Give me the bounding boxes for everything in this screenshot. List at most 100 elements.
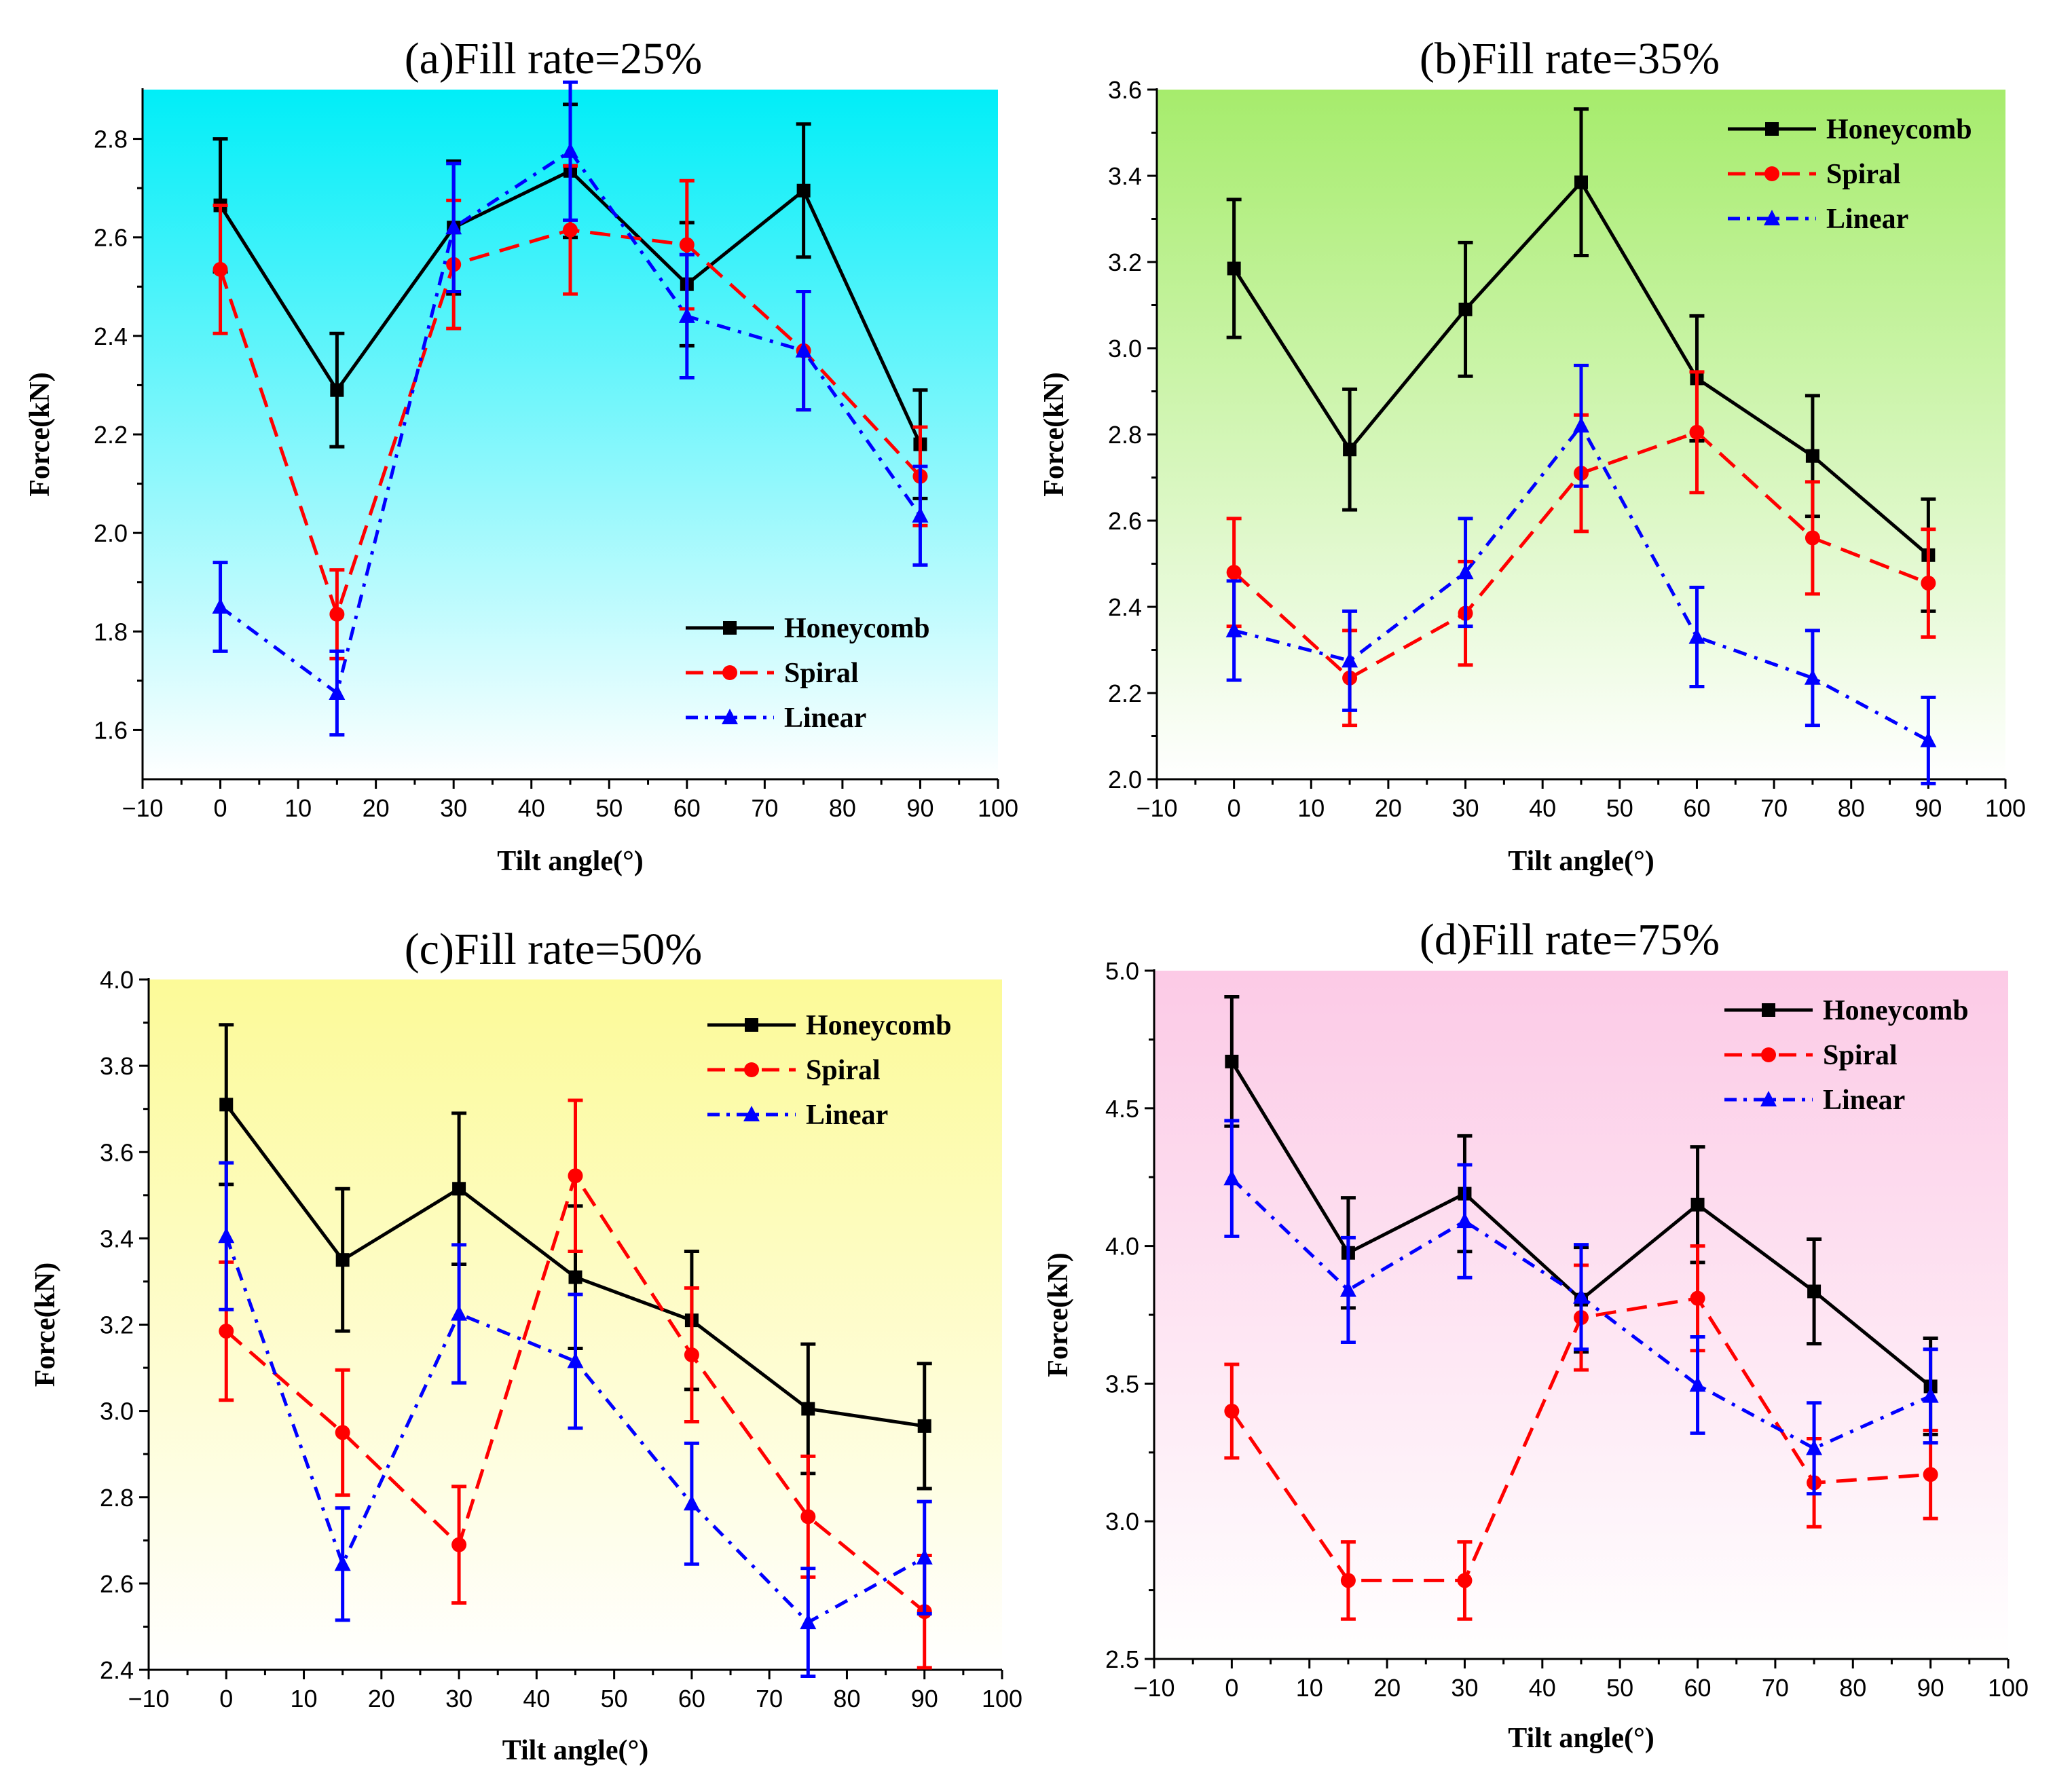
y-tick-label: 2.4 [94, 322, 128, 350]
x-axis-label: Tilt angle(°) [502, 1735, 649, 1766]
x-tick-label: 100 [982, 1685, 1022, 1713]
x-tick-label: 0 [1227, 794, 1241, 822]
legend: Honeycomb Spiral Linear [707, 1010, 952, 1131]
legend: Honeycomb Spiral Linear [1728, 114, 1972, 235]
legend-label-honeycomb: Honeycomb [1823, 995, 1969, 1026]
y-tick-label: 3.0 [1108, 335, 1142, 362]
legend-marker-spiral [1761, 1047, 1776, 1062]
x-tick-label: 20 [1373, 1674, 1401, 1702]
legend-label-linear: Linear [1823, 1085, 1905, 1116]
data-point-honeycomb [219, 1098, 234, 1112]
x-tick-label: 20 [363, 794, 390, 822]
data-point-linear [1456, 1212, 1473, 1229]
legend-label-linear: Linear [806, 1100, 888, 1131]
data-point-spiral [329, 606, 345, 622]
x-tick-label: 0 [1225, 1674, 1238, 1702]
data-point-spiral [1690, 1290, 1705, 1306]
data-point-spiral [1224, 1403, 1240, 1419]
y-tick-label: 2.6 [1108, 507, 1142, 535]
data-point-linear [567, 1352, 584, 1368]
y-tick-label: 2.4 [1108, 593, 1142, 621]
x-tick-label: 40 [518, 794, 545, 822]
data-point-spiral [1805, 530, 1820, 546]
x-tick-label: 80 [833, 1685, 860, 1713]
data-point-linear [451, 1305, 468, 1321]
legend-marker-spiral [722, 665, 737, 680]
data-point-honeycomb [1574, 175, 1588, 189]
legend: Honeycomb Spiral Linear [686, 613, 930, 734]
x-tick-label: 70 [1760, 794, 1788, 822]
x-tick-label: −10 [1136, 794, 1177, 822]
legend-marker-spiral [1764, 166, 1779, 181]
data-point-linear [1920, 731, 1937, 747]
data-point-linear [1225, 621, 1242, 637]
data-point-linear [212, 598, 229, 614]
panel-title: (d)Fill rate=75% [1420, 915, 1720, 965]
y-tick-label: 3.4 [100, 1225, 134, 1252]
data-point-spiral [1921, 576, 1936, 591]
marker-layer [212, 80, 929, 737]
data-point-honeycomb [801, 1402, 815, 1416]
x-tick-label: 60 [1683, 794, 1710, 822]
legend-marker-linear [743, 1106, 760, 1121]
x-tick-label: 50 [601, 1685, 628, 1713]
y-tick-label: 3.0 [100, 1398, 134, 1425]
x-tick-label: 10 [1297, 794, 1325, 822]
x-tick-label: 50 [595, 794, 623, 822]
x-axis-label: Tilt angle(°) [1508, 846, 1654, 877]
data-point-honeycomb [330, 383, 344, 397]
legend-marker-linear [722, 709, 738, 724]
y-tick-label: 3.2 [100, 1311, 134, 1339]
x-tick-label: 80 [1839, 1674, 1866, 1702]
panel-title: (c)Fill rate=50% [405, 925, 703, 974]
y-tick-label: 5.0 [1105, 957, 1139, 985]
legend-label-spiral: Spiral [806, 1055, 881, 1086]
marker-layer [218, 1023, 933, 1679]
x-tick-label: 70 [756, 1685, 783, 1713]
y-tick-label: 2.0 [94, 519, 128, 547]
x-tick-label: 70 [751, 794, 778, 822]
legend-label-spiral: Spiral [1823, 1040, 1898, 1071]
y-axis-label: Force(kN) [1043, 1252, 1074, 1377]
data-point-linear [562, 142, 578, 158]
legend-marker-linear [1760, 1091, 1777, 1106]
y-tick-label: 4.0 [1105, 1233, 1139, 1261]
x-tick-label: 10 [1296, 1674, 1323, 1702]
data-point-spiral [451, 1537, 467, 1552]
x-tick-label: 60 [678, 1685, 705, 1713]
data-point-honeycomb [452, 1182, 466, 1196]
x-tick-label: 70 [1762, 1674, 1789, 1702]
x-tick-label: 30 [445, 1685, 473, 1713]
marker-layer [1223, 995, 1939, 1621]
data-point-spiral [1340, 1573, 1356, 1588]
x-tick-label: 60 [673, 794, 701, 822]
x-tick-label: 50 [1606, 1674, 1633, 1702]
data-point-linear [678, 307, 695, 323]
x-tick-label: 60 [1684, 1674, 1712, 1702]
legend-marker-honeycomb [1765, 122, 1779, 136]
y-tick-label: 2.6 [100, 1570, 134, 1598]
x-tick-label: 40 [1529, 794, 1556, 822]
data-point-spiral [1226, 565, 1242, 580]
data-point-spiral [212, 261, 228, 277]
y-tick-label: 3.2 [1108, 248, 1142, 276]
data-point-linear [795, 341, 812, 358]
y-tick-label: 1.6 [94, 716, 128, 744]
x-axis-label: Tilt angle(°) [497, 846, 644, 877]
x-tick-label: −10 [128, 1685, 169, 1713]
legend-label-linear: Linear [1826, 204, 1908, 235]
y-tick-label: 2.4 [100, 1656, 134, 1684]
x-tick-label: 40 [523, 1685, 550, 1713]
y-axis-label: Force(kN) [1039, 372, 1070, 496]
y-tick-label: 2.8 [1108, 421, 1142, 449]
data-point-linear [1806, 1439, 1823, 1455]
data-point-linear [445, 219, 462, 235]
y-tick-label: 2.6 [94, 224, 128, 252]
data-point-spiral [568, 1168, 583, 1184]
data-point-honeycomb [1807, 1284, 1821, 1299]
data-point-spiral [335, 1425, 350, 1440]
x-tick-label: 90 [911, 1685, 938, 1713]
x-tick-label: 20 [368, 1685, 395, 1713]
x-tick-label: 90 [1915, 794, 1942, 822]
legend-marker-honeycomb [745, 1018, 758, 1032]
